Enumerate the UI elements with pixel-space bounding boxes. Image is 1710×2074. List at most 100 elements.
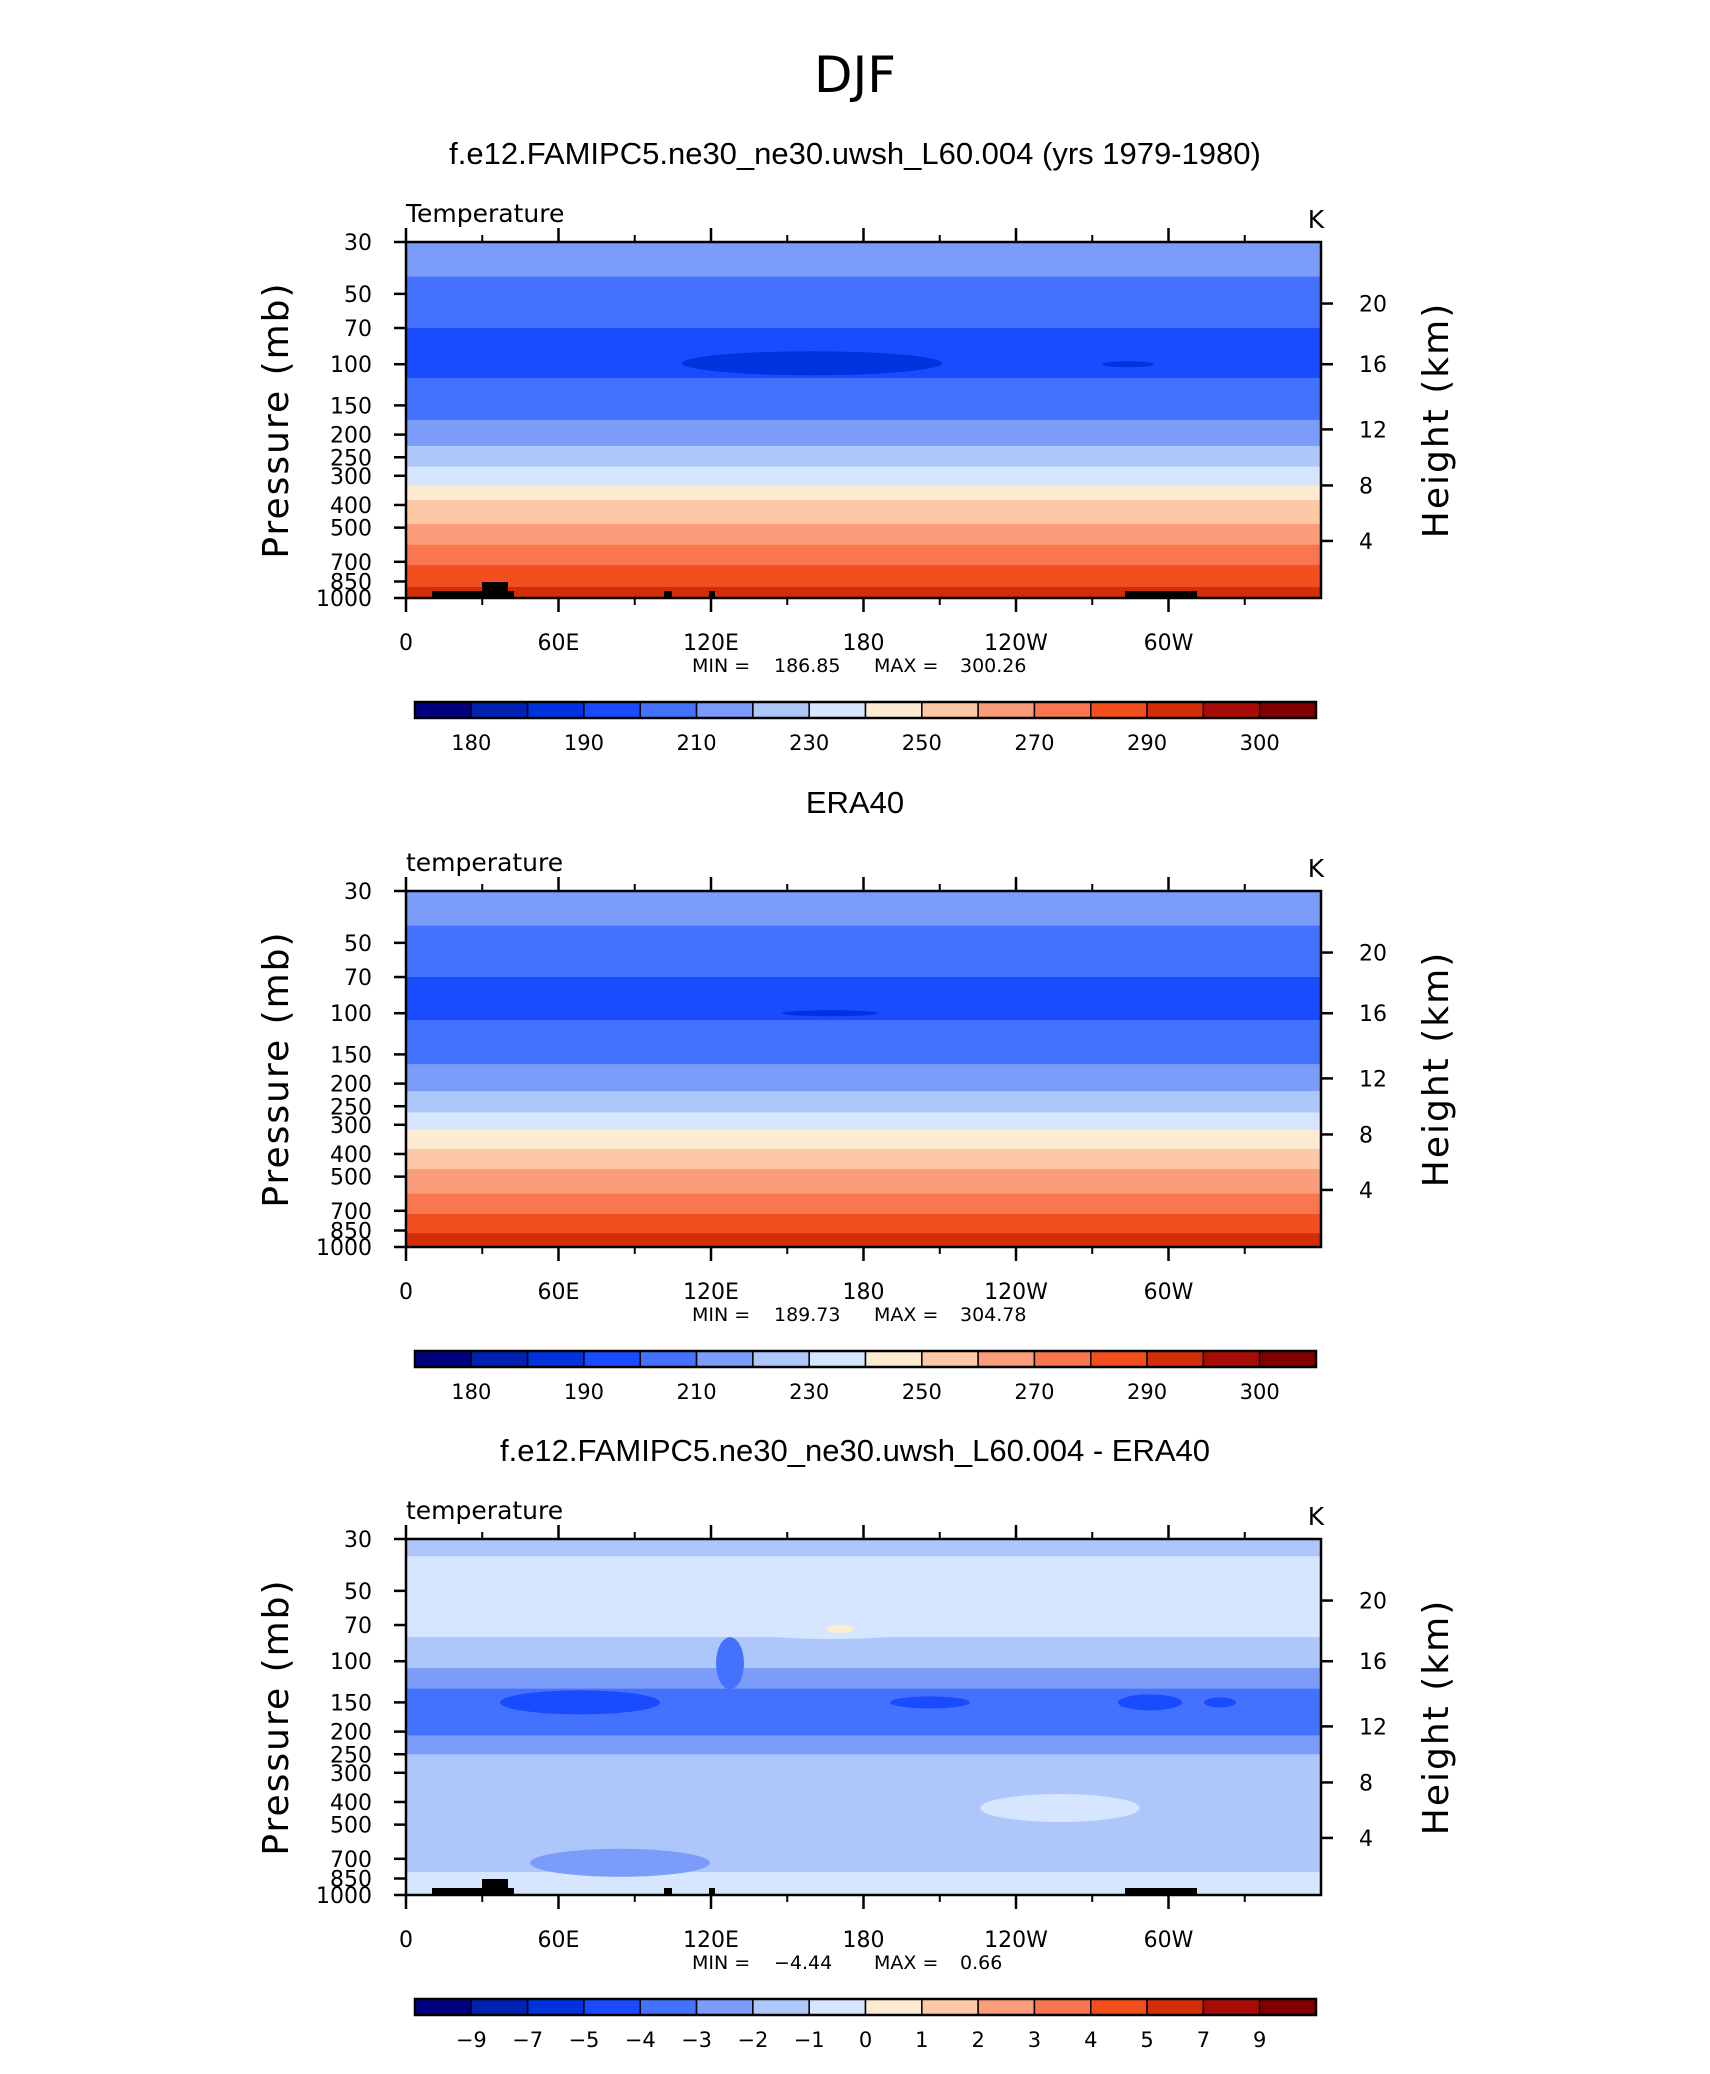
y-right-tick-label: 16 [1359,1650,1387,1675]
variable-label: temperature [406,1496,563,1525]
x-tick-label: 180 [843,1928,885,1953]
x-tick-label: 60W [1144,631,1194,656]
colorbar-label: −4 [625,2028,656,2052]
min-label: MIN = [692,1304,750,1326]
colorbar-swatch [1258,1350,1317,1368]
min-label: MIN = [692,1952,750,1974]
y-tick-label: 500 [330,1814,372,1839]
colorbar-label: 190 [564,731,604,755]
y-tick-label: 250 [330,1743,372,1768]
y-tick-label: 150 [330,1043,372,1068]
y-tick-label: 500 [330,1166,372,1191]
max-value: 304.78 [960,1304,1026,1326]
colorbar-label: 2 [971,2028,984,2052]
colorbar-label: −2 [737,2028,768,2052]
y-right-tick-label: 4 [1359,1179,1373,1204]
x-tick-label: 180 [843,1280,885,1305]
y-right-tick-label: 8 [1359,1771,1373,1796]
colorbar-label: 180 [451,731,491,755]
units-label: K [1308,205,1325,234]
colorbar-swatch [921,1350,979,1368]
colorbar-swatch [921,1998,979,2016]
y-tick-label: 30 [344,1528,372,1553]
y-right-tick-label: 20 [1359,942,1387,967]
y-right-tick-label: 4 [1359,1827,1373,1852]
colorbar-swatch [864,1350,923,1368]
colorbar-swatch [1033,701,1092,719]
colorbar: −9 −7 −5 −4 −3 −2 −1 0 1 2 3 4 5 7 9 [413,1997,1318,2052]
colorbar-swatch [414,701,473,719]
y-tick-label: 70 [344,1614,372,1639]
colorbar-swatch [1090,1350,1148,1368]
y-tick-label: 200 [330,1073,372,1098]
x-tick-label: 0 [399,631,413,656]
colorbar-label: 5 [1140,2028,1153,2052]
y-tick-label: 700 [330,551,372,576]
y-tick-label: 1000 [316,587,372,612]
colorbar-label: 270 [1014,1380,1054,1404]
colorbar-label: 1 [915,2028,928,2052]
y-tick-label: 150 [330,1691,372,1716]
x-tick-label: 60E [538,1280,580,1305]
min-value: 189.73 [774,1304,840,1326]
colorbar-label: −7 [512,2028,543,2052]
units-label: K [1308,1502,1325,1531]
y-tick-label: 100 [330,1650,372,1675]
colorbar-swatch [1146,701,1205,719]
colorbar-swatch [639,1998,698,2016]
x-tick-label: 180 [843,631,885,656]
colorbar-swatch [1202,1350,1261,1368]
colorbar-label: 290 [1127,1380,1167,1404]
y-tick-label: 100 [330,1002,372,1027]
colorbar-swatch [921,701,979,719]
colorbar-swatch [1146,1998,1205,2016]
colorbar-swatch [1258,1998,1317,2016]
colorbar-swatch [977,1998,1036,2016]
min-value: −4.44 [774,1952,832,1974]
x-tick-label: 120W [984,631,1048,656]
y-tick-label: 700 [330,1200,372,1225]
colorbar-swatch [526,1350,585,1368]
colorbar-label: −3 [681,2028,712,2052]
colorbar-swatch [695,1998,754,2016]
colorbar-swatch [808,1350,867,1368]
contour-field [406,1539,1321,1896]
y-tick-label: 850 [330,571,372,596]
y-right-tick-label: 16 [1359,353,1387,378]
max-label: MAX = [874,1952,938,1974]
colorbar: 180 190 210 230 250 270 290 300 [413,700,1318,755]
y-tick-label: 300 [330,465,372,490]
colorbar-label: 250 [902,731,942,755]
colorbar-swatch [752,701,810,719]
colorbar-swatch [808,1998,867,2016]
y-right-tick-label: 20 [1359,293,1387,318]
colorbar-swatch [1090,1998,1148,2016]
y-tick-label: 250 [330,1095,372,1120]
y-tick-label: 400 [330,1791,372,1816]
colorbar-label: 9 [1253,2028,1266,2052]
colorbar-swatch [470,701,529,719]
colorbar-label: 230 [789,731,829,755]
topography-mask [432,1879,1197,1895]
x-tick-label: 0 [399,1928,413,1953]
panel-title: ERA40 [806,785,904,820]
panel-title: f.e12.FAMIPC5.ne30_ne30.uwsh_L60.004 - E… [500,1433,1210,1468]
x-tick-label: 120E [683,1928,739,1953]
colorbar-label: 180 [451,1380,491,1404]
max-label: MAX = [874,1304,938,1326]
y-tick-label: 1000 [316,1236,372,1261]
colorbar-label: 270 [1014,731,1054,755]
x-tick-label: 120E [683,1280,739,1305]
colorbar-swatch [864,701,923,719]
colorbar-label: 0 [859,2028,872,2052]
x-tick-label: 120W [984,1928,1048,1953]
y-tick-label: 250 [330,446,372,471]
y-axis-label: Pressure (mb) [256,1578,297,1855]
y-tick-label: 300 [330,1762,372,1787]
y-tick-label: 700 [330,1848,372,1873]
colorbar-label: 300 [1240,1380,1280,1404]
y-tick-label: 150 [330,394,372,419]
colorbar-swatch [414,1998,473,2016]
y-tick-label: 850 [330,1220,372,1245]
